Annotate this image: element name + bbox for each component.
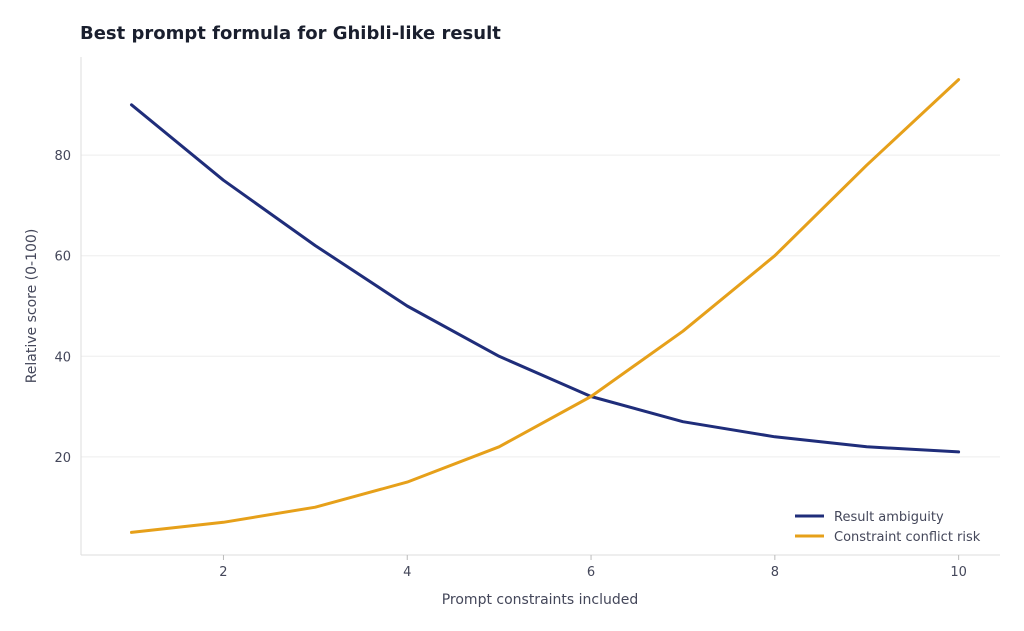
gridlines [81, 154, 1000, 458]
legend-label: Result ambiguity [834, 510, 944, 525]
y-tick-label: 40 [54, 350, 71, 365]
legend-label: Constraint conflict risk [834, 530, 981, 545]
legend: Result ambiguity Constraint conflict risk [795, 510, 981, 545]
x-tick-label: 10 [950, 565, 967, 580]
series-line-2 [130, 78, 961, 534]
x-axis-label: Prompt constraints included [442, 592, 639, 608]
y-ticks: 20 40 60 80 [54, 149, 71, 466]
chart-title: Best prompt formula for Ghibli-like resu… [80, 23, 501, 44]
x-tick-label: 4 [403, 565, 411, 580]
y-axis-label: Relative score (0-100) [24, 229, 40, 384]
y-tick-label: 80 [54, 149, 71, 164]
series-line-1 [130, 103, 961, 454]
y-tick-label: 20 [54, 451, 71, 466]
x-tick-label: 2 [219, 565, 227, 580]
x-tick-label: 8 [771, 565, 779, 580]
series-lines [130, 78, 961, 534]
x-ticks: 2 4 6 8 10 [219, 555, 967, 580]
y-tick-label: 60 [54, 250, 71, 265]
x-tick-label: 6 [587, 565, 595, 580]
